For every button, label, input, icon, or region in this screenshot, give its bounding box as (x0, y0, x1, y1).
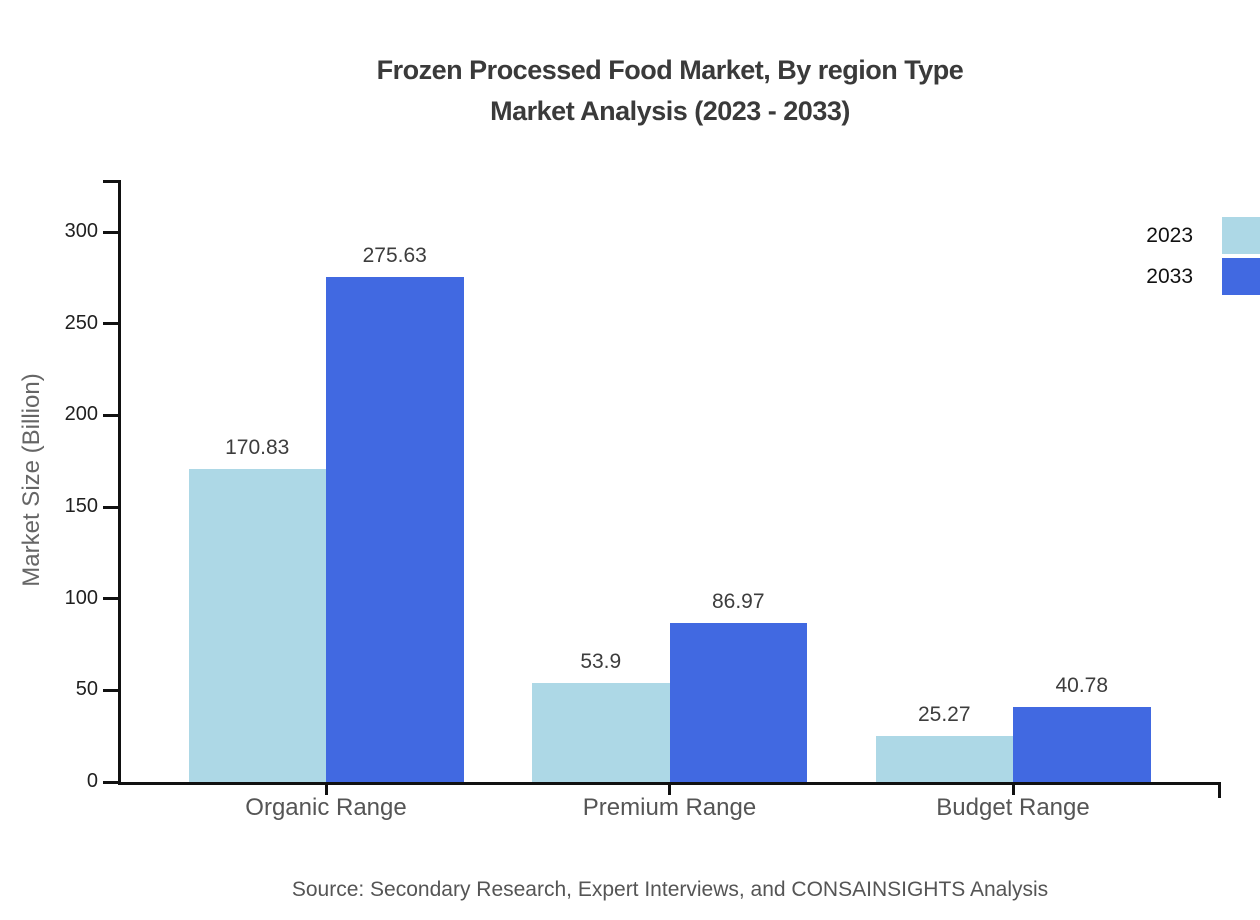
y-tick-label: 100 (64, 586, 98, 609)
y-tick-mark (103, 597, 118, 601)
bar-2023-budget-range (875, 735, 1013, 782)
legend-label: 2033 (1146, 264, 1193, 288)
y-tick-label: 250 (64, 311, 98, 334)
y-tick-label: 300 (64, 220, 98, 242)
y-tick-label: 200 (64, 403, 98, 426)
bar-value-label: 53.9 (580, 650, 622, 674)
bar-value-label: 170.83 (225, 435, 290, 459)
x-tick-mark (324, 782, 328, 795)
y-axis-title: Market Size (Billion) (18, 373, 45, 587)
chart-title-line2: Market Analysis (2023 - 2033) (490, 96, 850, 126)
chart-title-line1: Frozen Processed Food Market, By region … (376, 55, 964, 85)
x-category-label: Premium Range (582, 794, 757, 821)
x-axis-end-cap (1218, 785, 1221, 798)
legend-swatch (1222, 258, 1260, 295)
y-tick-mark (103, 688, 118, 692)
bar-value-label: 86.97 (711, 589, 765, 613)
legend: 2023 2033 (1146, 217, 1260, 295)
bar-2023-organic-range (188, 468, 326, 782)
x-tick-mark (1011, 782, 1015, 795)
bar-2033-organic-range (326, 276, 464, 782)
bar-2023-premium-range (532, 683, 670, 782)
legend-item-2033: 2033 (1146, 258, 1260, 295)
y-tick-mark (103, 230, 118, 234)
bar-value-label: 40.78 (1055, 674, 1109, 698)
y-tick-mark (103, 780, 118, 784)
x-category-label: Organic Range (245, 794, 407, 821)
y-tick-mark (103, 413, 118, 417)
bar-value-label: 275.63 (362, 243, 427, 267)
legend-item-2023: 2023 (1146, 217, 1260, 254)
y-tick-mark (103, 322, 118, 326)
legend-swatch (1222, 217, 1260, 254)
y-tick-mark (103, 505, 118, 509)
y-axis-line (118, 180, 121, 785)
source-note: Source: Secondary Research, Expert Inter… (291, 878, 1049, 901)
bar-value-label: 25.27 (917, 702, 971, 726)
y-axis-end-cap (103, 180, 118, 183)
bar-2033-premium-range (669, 622, 807, 782)
legend-label: 2023 (1146, 223, 1193, 247)
y-tick-label: 0 (86, 770, 98, 792)
y-tick-label: 50 (75, 678, 98, 701)
x-tick-mark (668, 782, 671, 795)
bar-2033-budget-range (1013, 707, 1151, 782)
x-category-label: Budget Range (936, 794, 1090, 821)
y-tick-label: 150 (64, 495, 98, 517)
chart-title: Frozen Processed Food Market, By region … (120, 50, 1220, 132)
